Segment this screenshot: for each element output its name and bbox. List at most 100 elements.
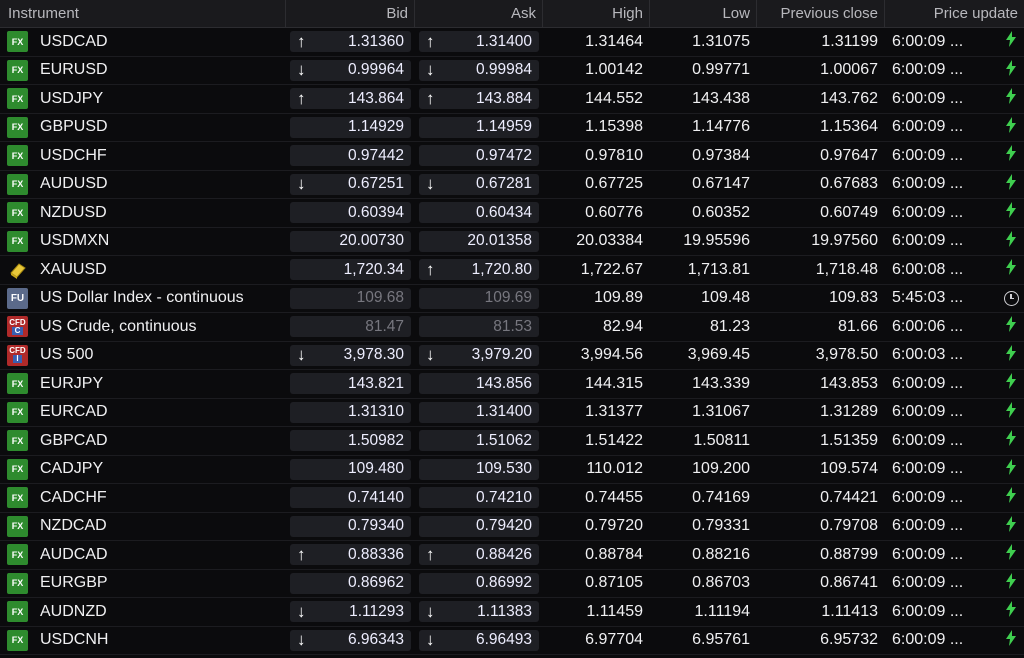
bid-quote-button[interactable]: 0.79340 bbox=[290, 515, 411, 537]
ask-cell[interactable]: 0.74210 bbox=[415, 484, 543, 512]
ask-cell[interactable]: 1.51062 bbox=[415, 427, 543, 455]
ask-cell[interactable]: ↓ 0.67281 bbox=[415, 171, 543, 199]
bid-cell[interactable]: 0.86962 bbox=[286, 570, 415, 598]
ask-quote-button[interactable]: ↑ 0.88426 bbox=[419, 544, 539, 566]
ask-quote-button[interactable]: ↓ 0.67281 bbox=[419, 173, 539, 195]
bid-cell[interactable]: 1,720.34 bbox=[286, 256, 415, 284]
table-row[interactable]: FX EURCAD 1.31310 1.31400 1.31377 1.31067 1.31… bbox=[0, 399, 1024, 427]
bid-cell[interactable]: ↓ 0.67251 bbox=[286, 171, 415, 199]
table-row[interactable]: FX GBPCAD 1.50982 1.51062 1.51422 1.50811 1.51… bbox=[0, 427, 1024, 456]
ask-cell[interactable]: 20.01358 bbox=[415, 228, 543, 256]
bid-quote-button[interactable]: ↓ 0.99964 bbox=[290, 59, 411, 81]
bid-cell[interactable]: 1.14929 bbox=[286, 114, 415, 142]
bid-quote-button[interactable]: 1,720.34 bbox=[290, 259, 411, 281]
table-row[interactable]: FX AUDUSD ↓ 0.67251 ↓ 0.67281 0.67725 0.67147 0.… bbox=[0, 171, 1024, 199]
bid-quote-button[interactable]: 109.480 bbox=[290, 458, 411, 480]
ask-quote-button[interactable]: 143.856 bbox=[419, 373, 539, 395]
ask-cell[interactable]: 81.53 bbox=[415, 313, 543, 341]
table-row[interactable]: FX EURUSD ↓ 0.99964 ↓ 0.99984 1.00142 0.99771 1.… bbox=[0, 57, 1024, 85]
bid-cell[interactable]: ↓ 1.11293 bbox=[286, 598, 415, 626]
ask-quote-button[interactable]: 0.79420 bbox=[419, 515, 539, 537]
ask-quote-button[interactable]: 1.51062 bbox=[419, 430, 539, 452]
ask-quote-button[interactable]: ↑ 1,720.80 bbox=[419, 259, 539, 281]
ask-cell[interactable]: ↑ 1.31400 bbox=[415, 28, 543, 56]
ask-cell[interactable]: 143.856 bbox=[415, 370, 543, 398]
ask-cell[interactable]: 109.69 bbox=[415, 285, 543, 313]
table-row[interactable]: FX CADJPY 109.480 109.530 110.012 109.200 109.… bbox=[0, 456, 1024, 484]
bid-cell[interactable]: 0.60394 bbox=[286, 199, 415, 227]
table-row[interactable]: FU US Dollar Index - continuous 109.68 109.… bbox=[0, 285, 1024, 313]
bid-quote-button[interactable]: 1.31310 bbox=[290, 401, 411, 423]
bid-cell[interactable]: ↑ 143.864 bbox=[286, 85, 415, 113]
table-row[interactable]: FX NZDCAD 0.79340 0.79420 0.79720 0.79331 0.79… bbox=[0, 513, 1024, 541]
table-row[interactable]: FX AUDNZD ↓ 1.11293 ↓ 1.11383 1.11459 1.11194 1.… bbox=[0, 598, 1024, 627]
table-row[interactable]: CFD I US 500 ↓ 3,978.30 ↓ 3,979.20 3,994.56 3,96… bbox=[0, 342, 1024, 370]
ask-quote-button[interactable]: 109.69 bbox=[419, 287, 539, 309]
bid-cell[interactable]: 109.480 bbox=[286, 456, 415, 484]
table-row[interactable]: FX EURGBP 0.86962 0.86992 0.87105 0.86703 0.86… bbox=[0, 570, 1024, 598]
ask-quote-button[interactable]: ↓ 0.99984 bbox=[419, 59, 539, 81]
ask-cell[interactable]: 0.86992 bbox=[415, 570, 543, 598]
table-row[interactable]: FX USDCNH ↓ 6.96343 ↓ 6.96493 6.97704 6.95761 6.… bbox=[0, 627, 1024, 655]
bid-cell[interactable]: ↑ 1.31360 bbox=[286, 28, 415, 56]
table-row[interactable]: CFD C US Crude, continuous 81.47 81.53 82.94 8… bbox=[0, 313, 1024, 342]
bid-quote-button[interactable]: 20.00730 bbox=[290, 230, 411, 252]
bid-quote-button[interactable]: 81.47 bbox=[290, 316, 411, 338]
bid-cell[interactable]: 109.68 bbox=[286, 285, 415, 313]
bid-quote-button[interactable]: ↓ 3,978.30 bbox=[290, 344, 411, 366]
bid-quote-button[interactable]: ↑ 143.864 bbox=[290, 88, 411, 110]
bid-cell[interactable]: 1.31310 bbox=[286, 399, 415, 427]
ask-cell[interactable]: ↓ 0.99984 bbox=[415, 57, 543, 85]
table-row[interactable]: FX EURJPY 143.821 143.856 144.315 143.339 143.… bbox=[0, 370, 1024, 399]
table-row[interactable]: FX NZDUSD 0.60394 0.60434 0.60776 0.60352 0.60… bbox=[0, 199, 1024, 228]
ask-cell[interactable]: 0.60434 bbox=[415, 199, 543, 227]
ask-quote-button[interactable]: ↑ 1.31400 bbox=[419, 31, 539, 53]
ask-cell[interactable]: ↓ 3,979.20 bbox=[415, 342, 543, 370]
bid-quote-button[interactable]: ↓ 1.11293 bbox=[290, 601, 411, 623]
ask-cell[interactable]: 0.97472 bbox=[415, 142, 543, 170]
bid-cell[interactable]: 0.74140 bbox=[286, 484, 415, 512]
column-header-high[interactable]: High bbox=[543, 0, 650, 28]
bid-quote-button[interactable]: 143.821 bbox=[290, 373, 411, 395]
bid-quote-button[interactable]: 109.68 bbox=[290, 287, 411, 309]
ask-cell[interactable]: 109.530 bbox=[415, 456, 543, 484]
table-row[interactable]: FX GBPUSD 1.14929 1.14959 1.15398 1.14776 1.15… bbox=[0, 114, 1024, 142]
ask-quote-button[interactable]: ↓ 3,979.20 bbox=[419, 344, 539, 366]
bid-quote-button[interactable]: ↑ 0.88336 bbox=[290, 544, 411, 566]
bid-quote-button[interactable]: ↓ 0.67251 bbox=[290, 173, 411, 195]
table-row[interactable]: FX CADCHF 0.74140 0.74210 0.74455 0.74169 0.74… bbox=[0, 484, 1024, 513]
column-header-instrument[interactable]: Instrument bbox=[0, 0, 286, 28]
bid-cell[interactable]: 0.97442 bbox=[286, 142, 415, 170]
ask-cell[interactable]: ↓ 1.11383 bbox=[415, 598, 543, 626]
ask-cell[interactable]: 1.31400 bbox=[415, 399, 543, 427]
ask-cell[interactable]: ↑ 1,720.80 bbox=[415, 256, 543, 284]
column-header-bid[interactable]: Bid bbox=[286, 0, 415, 28]
bid-cell[interactable]: 1.50982 bbox=[286, 427, 415, 455]
ask-cell[interactable]: ↑ 0.88426 bbox=[415, 541, 543, 569]
column-header-price-update[interactable]: Price update bbox=[933, 5, 1018, 22]
ask-quote-button[interactable]: 20.01358 bbox=[419, 230, 539, 252]
table-row[interactable]: FX USDJPY ↑ 143.864 ↑ 143.884 144.552 143.438 14… bbox=[0, 85, 1024, 114]
table-row[interactable]: FX AUDCAD ↑ 0.88336 ↑ 0.88426 0.88784 0.88216 0.… bbox=[0, 541, 1024, 570]
bid-cell[interactable]: 143.821 bbox=[286, 370, 415, 398]
bid-cell[interactable]: ↓ 3,978.30 bbox=[286, 342, 415, 370]
ask-quote-button[interactable]: 1.14959 bbox=[419, 116, 539, 138]
ask-quote-button[interactable]: 1.31400 bbox=[419, 401, 539, 423]
bid-cell[interactable]: ↓ 0.99964 bbox=[286, 57, 415, 85]
table-row[interactable]: FX USDMXN 20.00730 20.01358 20.03384 19.95596… bbox=[0, 228, 1024, 256]
ask-quote-button[interactable]: ↓ 6.96493 bbox=[419, 629, 539, 651]
ask-quote-button[interactable]: 0.60434 bbox=[419, 202, 539, 224]
table-row[interactable]: FX USDCHF 0.97442 0.97472 0.97810 0.97384 0.97… bbox=[0, 142, 1024, 171]
column-header-previous-close[interactable]: Previous close bbox=[757, 0, 885, 28]
bid-quote-button[interactable]: ↓ 6.96343 bbox=[290, 629, 411, 651]
ask-quote-button[interactable]: 0.97472 bbox=[419, 145, 539, 167]
ask-cell[interactable]: ↑ 143.884 bbox=[415, 85, 543, 113]
bid-quote-button[interactable]: 0.60394 bbox=[290, 202, 411, 224]
bid-quote-button[interactable]: 0.86962 bbox=[290, 572, 411, 594]
bid-quote-button[interactable]: 1.14929 bbox=[290, 116, 411, 138]
bid-quote-button[interactable]: 0.97442 bbox=[290, 145, 411, 167]
bid-cell[interactable]: ↑ 0.88336 bbox=[286, 541, 415, 569]
ask-quote-button[interactable]: 81.53 bbox=[419, 316, 539, 338]
ask-quote-button[interactable]: 0.86992 bbox=[419, 572, 539, 594]
bid-cell[interactable]: 20.00730 bbox=[286, 228, 415, 256]
